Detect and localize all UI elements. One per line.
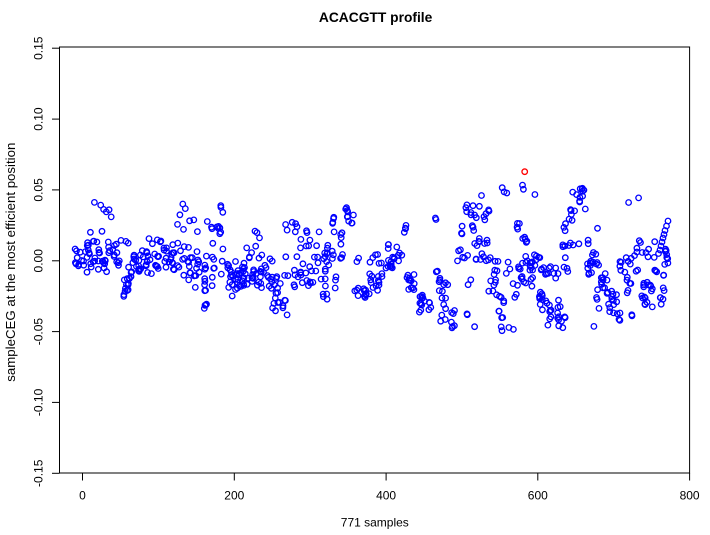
svg-text:771 samples: 771 samples (341, 516, 409, 530)
svg-text:0: 0 (79, 488, 86, 502)
svg-text:0.15: 0.15 (32, 36, 46, 60)
svg-text:-0.10: -0.10 (32, 388, 46, 416)
svg-text:sampleCEG at the most efficien: sampleCEG at the most efficient position (3, 143, 18, 382)
svg-text:0.10: 0.10 (32, 107, 46, 131)
svg-text:800: 800 (680, 488, 700, 502)
svg-text:-0.15: -0.15 (32, 459, 46, 487)
svg-text:600: 600 (528, 488, 548, 502)
svg-text:0.00: 0.00 (32, 249, 46, 273)
svg-text:-0.05: -0.05 (32, 318, 46, 346)
svg-text:400: 400 (376, 488, 396, 502)
svg-text:200: 200 (224, 488, 244, 502)
svg-text:0.05: 0.05 (32, 178, 46, 202)
svg-text:ACACGTT profile: ACACGTT profile (319, 10, 433, 25)
